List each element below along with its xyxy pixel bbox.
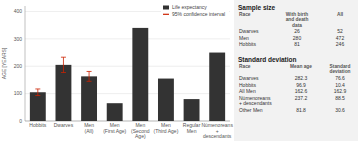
bar [184,99,200,121]
table-title: Sample size [238,4,276,12]
table-cell: Men [239,35,249,41]
y-tick-label: 300 [14,36,23,42]
table-cell: 10.4 [335,82,345,88]
legend-swatch [163,6,169,10]
table-cell: 162.6 [295,88,308,94]
legend-label: Life expectancy [172,4,207,10]
table-header: With birthand deathdata [286,12,309,28]
y-tick-label: 200 [14,63,23,69]
table-cell: 472 [336,35,345,41]
bar [81,76,97,121]
error-bar [35,89,40,96]
table-header: Race [239,64,251,69]
table-cell: Númenoreans+ descendants [239,95,272,106]
table-cell: Other Men [239,107,263,113]
table-cell: 81.8 [296,107,306,113]
table-cell: All Men [239,88,256,94]
table-cell: 52 [337,28,343,34]
table-cell: 246 [336,41,345,47]
table-cell: 280 [293,35,302,41]
table-cell: 96.9 [296,82,306,88]
error-bar [61,57,66,72]
table-cell: Dwarves [239,75,259,81]
bar [55,65,71,121]
table-header: Race [239,12,251,17]
table-cell: 81 [294,41,300,47]
table-cell: 88.5 [335,95,345,101]
error-bar [87,71,92,81]
x-tick-label: Men(Third Age) [154,122,179,134]
table-cell: 237.2 [295,95,308,101]
x-tick-label: Men(SecondAge) [131,122,150,139]
legend: Life expectancy95% confidence interval [161,4,229,19]
legend-swatch [163,14,169,15]
legend-label: 95% confidence interval [172,11,225,17]
x-tick-label: Men(All) [84,122,94,134]
chart: 0100200300400AGE [YEARS]HobbitsDwarvesMe… [0,0,358,141]
x-tick-label: RegularMen [183,122,201,134]
table-cell: 26 [294,28,300,34]
table-header: Mean age [290,64,312,69]
table-title: Standard deviation [238,56,297,63]
y-axis-line [25,6,26,121]
table-cell: 76.6 [335,75,345,81]
bar [132,28,148,121]
table-cell: 162.9 [334,88,347,94]
table-header: Standarddeviation [329,64,350,74]
bar [30,92,46,121]
bar [107,103,123,121]
x-tick-label: Dwarves [54,122,74,128]
bars [30,28,225,121]
table-cell: Hobbits [239,82,256,88]
table-cell: 282.3 [295,75,308,81]
y-axis-label: AGE [YEARS] [1,47,7,79]
x-tick-label: Númenoreans+descendants [201,122,233,139]
y-tick-label: 400 [14,8,23,14]
bar [209,53,225,121]
table-cell: Hobbits [239,41,256,47]
y-tick-label: 100 [14,90,23,96]
table-cell: Dwarves [239,28,259,34]
table-cell: 30.6 [335,107,345,113]
panel-background [234,0,358,141]
legend-background [161,4,229,19]
x-tick-label: Hobbits [29,122,46,128]
x-tick-label: Men(First Age) [103,122,126,134]
grid-line [25,38,230,39]
y-tick-label: 0 [19,118,22,124]
table-header: All [337,12,343,17]
bar [158,79,174,121]
